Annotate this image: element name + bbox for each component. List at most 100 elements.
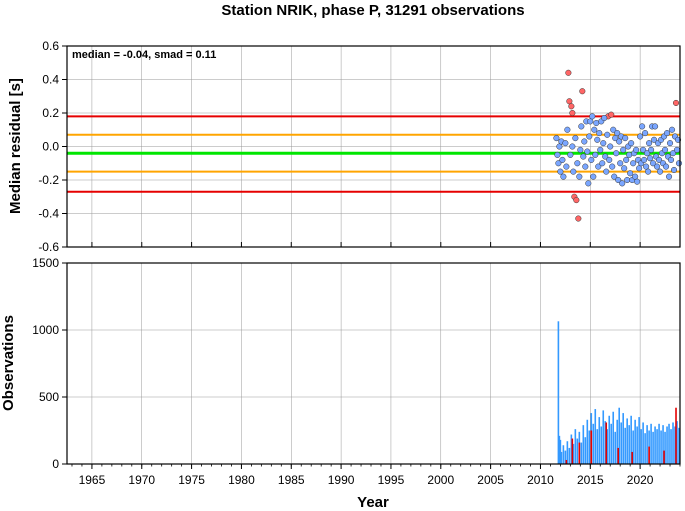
x-tick-label: 1970 [128, 473, 155, 487]
observation-bar [658, 423, 660, 464]
observation-bar [571, 438, 574, 464]
residual-point [556, 143, 563, 150]
residual-point [609, 163, 616, 170]
residual-point [666, 140, 674, 147]
residual-point [657, 168, 664, 175]
observation-bar [598, 417, 601, 464]
x-tick-label: 2005 [477, 473, 504, 487]
residual-point [663, 130, 671, 137]
residual-point [620, 146, 627, 153]
residual-point [622, 135, 629, 142]
observation-bar [670, 429, 672, 464]
observation-bar [596, 429, 599, 464]
y-tick-label: 0.0 [42, 140, 59, 154]
residual-point [667, 156, 675, 163]
observation-bar [568, 447, 571, 464]
residual-point [661, 146, 669, 153]
observation-bar [586, 419, 589, 464]
observation-bar [565, 459, 568, 464]
residual-point [640, 146, 647, 153]
residual-point [670, 166, 678, 173]
residual-point [616, 138, 623, 145]
observation-bar [562, 445, 565, 464]
observation-bar [570, 434, 573, 464]
residual-point [611, 173, 618, 180]
residual-point [654, 163, 661, 170]
observation-bar [608, 415, 611, 464]
residual-point [665, 173, 673, 180]
residual-point [610, 126, 617, 133]
residual-point [641, 156, 648, 163]
residual-point [644, 150, 651, 157]
observation-bar [600, 426, 603, 464]
observation-bar [631, 451, 633, 464]
residual-point [601, 114, 608, 122]
residual-point [639, 123, 646, 130]
observation-bar [572, 443, 575, 464]
observation-bar [626, 418, 628, 464]
observation-bar [578, 442, 581, 464]
residual-point [648, 146, 655, 153]
residual-point [575, 215, 582, 222]
residual-point [656, 156, 663, 163]
observation-bar [650, 423, 652, 464]
observation-bar [557, 321, 560, 464]
x-tick-label: 1980 [228, 473, 255, 487]
residual-grid [67, 45, 680, 248]
observation-bar [612, 411, 615, 464]
residual-point [595, 163, 602, 170]
residual-point [643, 163, 650, 170]
observations-frame [66, 262, 681, 465]
x-tick-label: 2010 [527, 473, 554, 487]
observation-bar [630, 415, 632, 464]
residual-point [650, 160, 657, 167]
observation-bar [646, 425, 648, 464]
x-tick-label: 1990 [328, 473, 355, 487]
residual-point [566, 98, 573, 105]
observation-bar [644, 433, 646, 464]
observation-bar [610, 423, 613, 464]
observation-bar [660, 430, 662, 464]
stats-annotation: median = -0.04, smad = 0.11 [72, 49, 216, 61]
x-tick-label: 2015 [577, 473, 604, 487]
observation-bar [676, 421, 678, 464]
x-tick-label: 1995 [378, 473, 405, 487]
x-tick-label: 1975 [178, 473, 205, 487]
observation-bar [588, 430, 591, 464]
residual-point [590, 173, 597, 180]
residual-point [569, 109, 576, 117]
residual-point [592, 151, 599, 158]
observation-bar [642, 422, 644, 464]
observation-bar [636, 426, 638, 464]
residual-point [652, 123, 659, 130]
observation-bar [592, 423, 595, 464]
residual-point [569, 143, 576, 150]
residual-point [637, 133, 644, 140]
observation-bar [559, 439, 562, 464]
residual-point [563, 163, 570, 170]
observation-bar [672, 422, 674, 464]
x-tick-label: 2000 [427, 473, 454, 487]
observation-bar [617, 447, 620, 464]
observation-bar [605, 422, 608, 464]
residual-point [613, 150, 620, 157]
observation-bar [558, 435, 561, 464]
residual-point [584, 148, 591, 155]
residual-point [651, 136, 658, 143]
residual-point [628, 140, 635, 147]
residual-point [567, 151, 574, 158]
residual-point [572, 135, 579, 142]
residual-panel: -0.6 -0.4 -0.2 0.0 0.2 0.4 0.6 median = -0.04,… [7, 39, 683, 254]
residual-point [560, 173, 567, 180]
residual-point [642, 130, 649, 137]
residual-point [553, 135, 560, 142]
observation-bar [624, 427, 626, 464]
residual-point [580, 153, 587, 160]
observation-bar [648, 446, 650, 464]
observation-bar [640, 429, 642, 464]
x-axis-label: Year [357, 494, 389, 511]
residual-point [589, 113, 596, 120]
residual-points [553, 69, 683, 222]
observation-bar [674, 426, 676, 464]
